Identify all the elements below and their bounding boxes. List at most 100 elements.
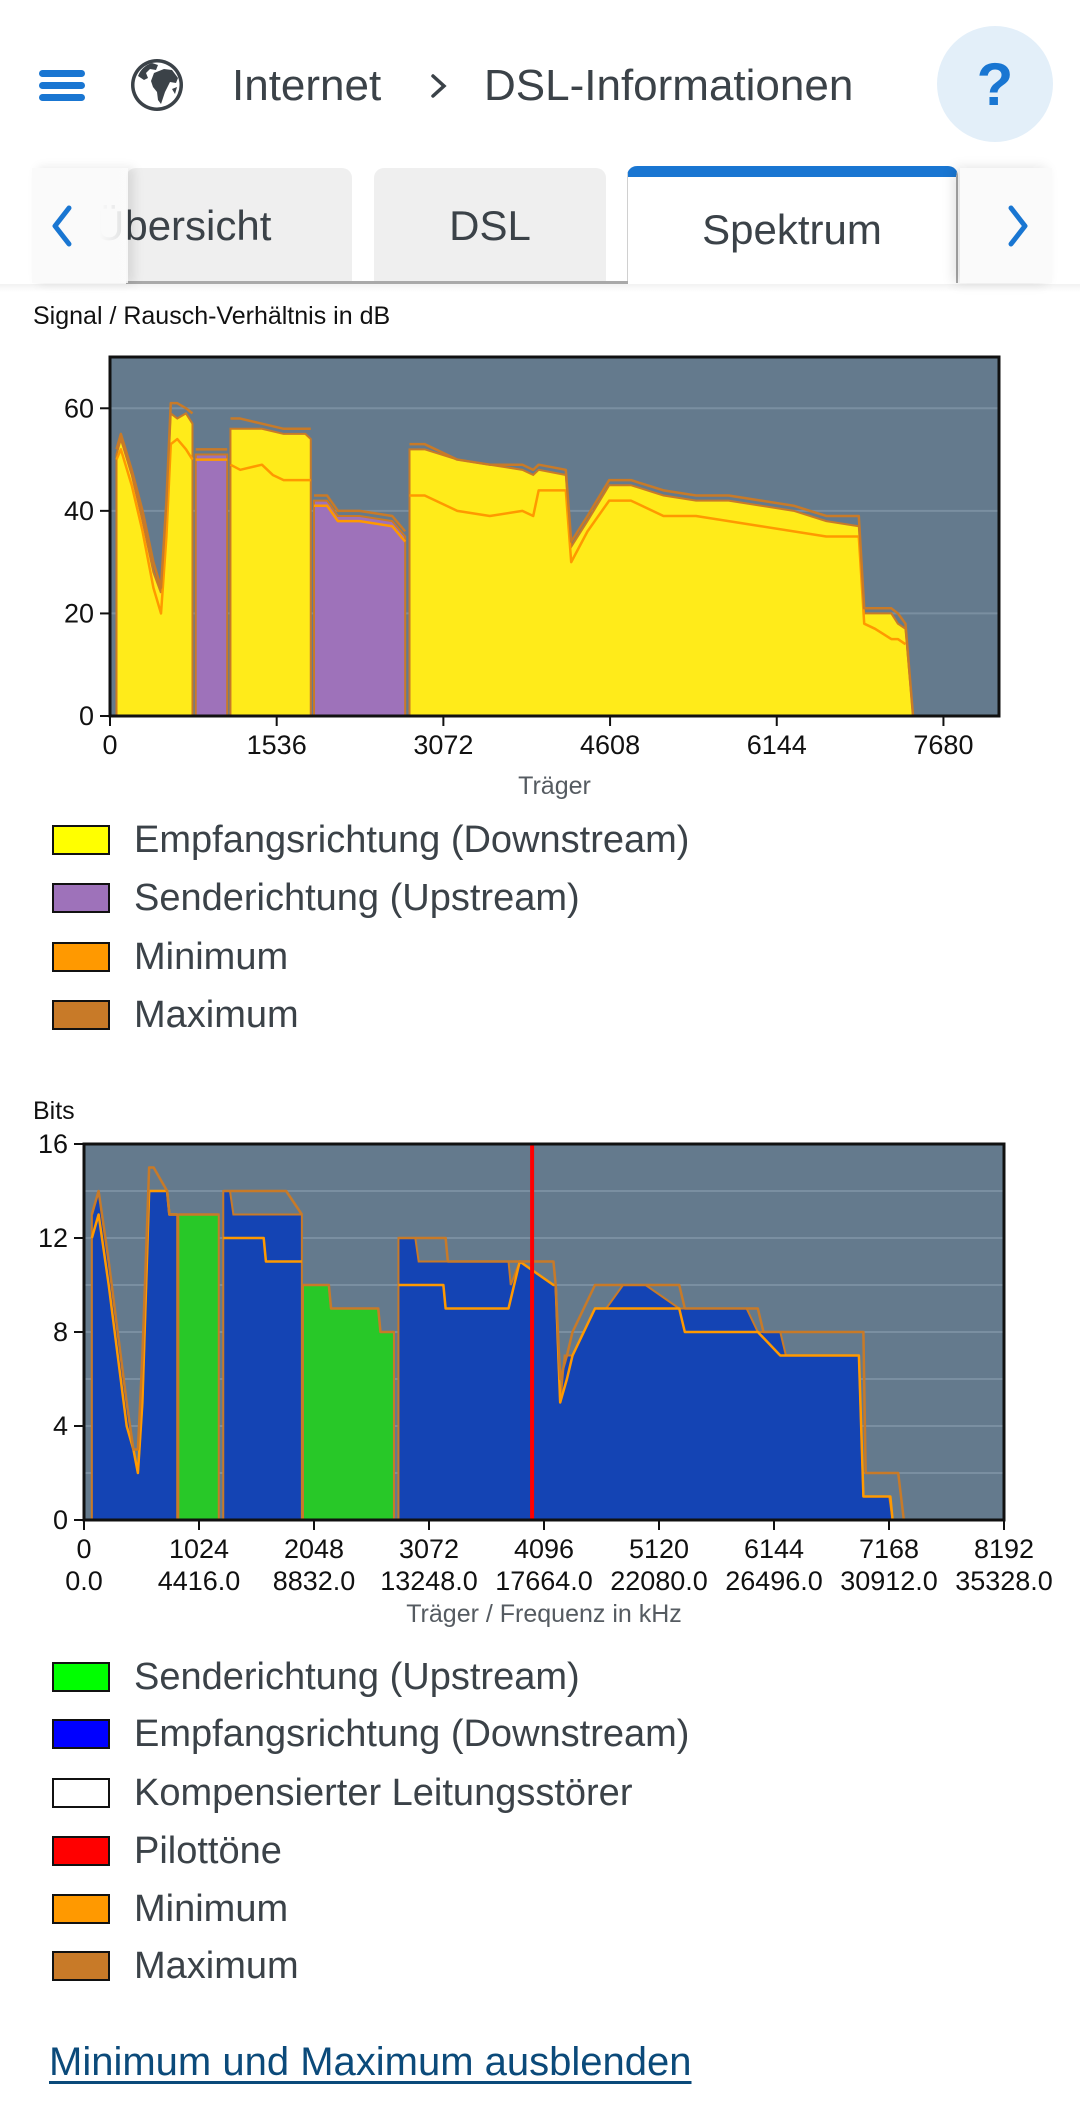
minimum-line	[115, 437, 194, 615]
tab-underline	[126, 281, 628, 284]
area-band	[177, 1213, 220, 1521]
x-tick-freq-label: 17664.0	[495, 1566, 593, 1596]
tab-uebersicht[interactable]: Übersicht	[94, 168, 352, 283]
tab-spektrum[interactable]: Spektrum	[627, 166, 958, 283]
bits-legend-item: Senderichtung (Upstream)	[52, 1655, 580, 1698]
legend-label: Empfangsrichtung (Downstream)	[134, 1712, 690, 1755]
tab-dsl[interactable]: DSL	[374, 168, 606, 283]
y-tick-label: 60	[64, 393, 94, 423]
bits-legend-item: Maximum	[52, 1944, 299, 1987]
menu-button[interactable]	[37, 66, 89, 104]
maximum-line	[302, 1283, 394, 1334]
legend-label: Maximum	[134, 1944, 299, 1987]
x-tick-label: 1024	[169, 1534, 229, 1564]
x-tick-label: 1536	[247, 730, 307, 760]
maximum-line	[409, 442, 915, 717]
globe-icon	[131, 59, 183, 111]
x-tick-freq-label: 8832.0	[273, 1566, 356, 1596]
area-band	[229, 427, 312, 717]
x-tick-label: 8192	[974, 1534, 1034, 1564]
x-tick-label: 6144	[744, 1534, 804, 1564]
minimum-line	[223, 1236, 302, 1263]
minimum-line	[314, 504, 407, 543]
legend-swatch-upstream	[52, 1662, 110, 1692]
legend-label: Empfangsrichtung (Downstream)	[134, 818, 690, 861]
hamburger-menu-icon-line	[39, 94, 85, 101]
tab-label: Spektrum	[702, 206, 882, 253]
area-band	[313, 499, 407, 717]
minimum-line	[409, 489, 907, 646]
tab-label: DSL	[449, 201, 531, 249]
hamburger-menu-icon	[39, 70, 85, 77]
x-axis-label: Träger / Frequenz in kHz	[406, 1600, 682, 1628]
help-button[interactable]: ?	[937, 26, 1053, 142]
legend-label: Kompensierter Leitungsstörer	[134, 1771, 633, 1814]
x-tick-label: 4096	[514, 1534, 574, 1564]
snr-legend-item: Minimum	[52, 935, 289, 978]
y-tick-label: 8	[53, 1317, 68, 1347]
tabs-scroll-left[interactable]	[32, 168, 128, 283]
x-tick-freq-label: 35328.0	[955, 1566, 1053, 1596]
x-tick-freq-label: 30912.0	[840, 1566, 938, 1596]
x-tick-label: 3072	[399, 1534, 459, 1564]
legend-label: Minimum	[134, 935, 289, 978]
maximum-line	[398, 1236, 906, 1521]
x-axis-label: Träger	[518, 772, 591, 800]
x-tick-label: 7168	[859, 1534, 919, 1564]
y-tick-label: 0	[53, 1505, 68, 1535]
maximum-line	[115, 401, 194, 590]
legend-label: Pilottöne	[134, 1829, 282, 1872]
bits-chart: 048121600.010244416.020488832.0307213248…	[38, 1129, 1053, 1628]
y-tick-label: 40	[64, 496, 94, 526]
toggle-min-max-link[interactable]: Minimum und Maximum ausblenden	[49, 2040, 692, 2084]
x-tick-freq-label: 13248.0	[380, 1566, 478, 1596]
plot-frame	[108, 355, 1001, 718]
maximum-line	[90, 1166, 178, 1451]
y-tick-label: 4	[53, 1411, 68, 1441]
x-tick-freq-label: 22080.0	[610, 1566, 708, 1596]
legend-swatch-maximum	[52, 1951, 110, 1981]
y-tick-label: 16	[38, 1129, 68, 1159]
legend-label: Minimum	[134, 1887, 289, 1930]
chevron-left-icon[interactable]	[47, 200, 77, 252]
breadcrumb-dsl-informationen: DSL-Informationen	[484, 61, 854, 110]
legend-swatch-compensated	[52, 1778, 110, 1808]
y-tick-label: 12	[38, 1223, 68, 1253]
legend-swatch-upstream	[52, 883, 110, 913]
legend-swatch-minimum	[52, 1894, 110, 1924]
breadcrumb-internet[interactable]: Internet	[232, 61, 382, 110]
bits-legend-item: Minimum	[52, 1887, 289, 1930]
legend-label: Maximum	[134, 993, 299, 1036]
snr-legend-item: Maximum	[52, 993, 299, 1036]
maximum-line	[230, 417, 311, 431]
area-band	[408, 448, 915, 717]
snr-chart-title: Signal / Rausch-Verhältnis in dB	[33, 302, 391, 330]
snr-legend-item: Empfangsrichtung (Downstream)	[52, 818, 690, 861]
x-tick-label: 6144	[747, 730, 807, 760]
x-tick-label: 7680	[913, 730, 973, 760]
bits-chart-title: Bits	[33, 1097, 75, 1125]
legend-swatch-maximum	[52, 1000, 110, 1030]
x-tick-label: 3072	[413, 730, 473, 760]
area-band	[194, 453, 229, 717]
x-tick-label: 4608	[580, 730, 640, 760]
x-tick-label: 5120	[629, 1534, 689, 1564]
help-icon: ?	[976, 50, 1014, 118]
legend-label: Senderichtung (Upstream)	[134, 1655, 580, 1698]
x-tick-label: 2048	[284, 1534, 344, 1564]
y-tick-label: 0	[79, 701, 94, 731]
legend-swatch-downstream	[52, 825, 110, 855]
bits-legend-item: Kompensierter Leitungsstörer	[52, 1771, 633, 1814]
minimum-line	[229, 463, 311, 482]
snr-chart: 0 20 40 60 0 1536 3072 4608 6144 7680 Träger	[64, 355, 1001, 800]
maximum-line	[314, 494, 407, 533]
tabs-scroll-right[interactable]	[960, 168, 1052, 283]
chevron-right-icon[interactable]	[1003, 200, 1033, 252]
legend-swatch-pilot	[52, 1836, 110, 1866]
legend-label: Senderichtung (Upstream)	[134, 876, 580, 919]
x-tick-freq-label: 26496.0	[725, 1566, 823, 1596]
x-tick-freq-label: 0.0	[65, 1566, 103, 1596]
tab-bar-shadow	[0, 284, 1080, 292]
bits-legend-item: Empfangsrichtung (Downstream)	[52, 1712, 690, 1755]
minimum-line	[398, 1260, 894, 1521]
